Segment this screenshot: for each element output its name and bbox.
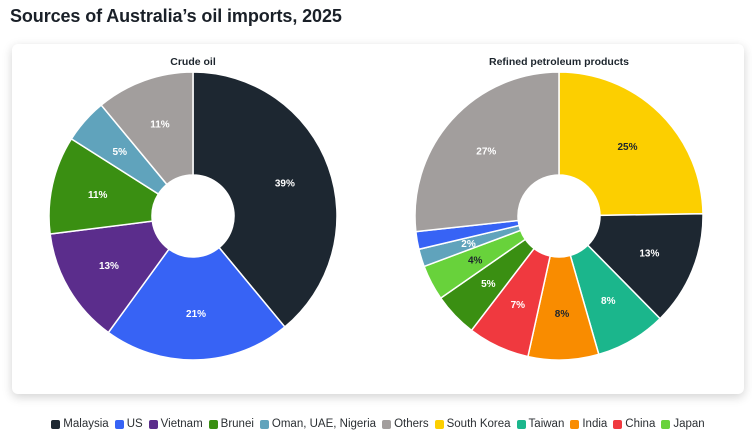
legend-label: South Korea bbox=[446, 418, 511, 430]
slice-label-south-korea: 25% bbox=[618, 142, 638, 153]
legend-item-china: China bbox=[613, 418, 655, 430]
slice-label-malaysia: 39% bbox=[275, 178, 295, 189]
slice-label-us: 21% bbox=[186, 309, 206, 320]
chart-title: Crude oil bbox=[170, 56, 216, 68]
legend-label: Taiwan bbox=[528, 418, 565, 430]
legend-swatch bbox=[382, 419, 392, 429]
slice-malaysia bbox=[586, 212, 704, 320]
slice-south-korea bbox=[558, 71, 704, 217]
legend-item-others: Others bbox=[382, 418, 429, 430]
slice-label-japan: 4% bbox=[468, 255, 483, 266]
slice-label-oman-uae-nigeria: 2% bbox=[461, 239, 476, 250]
legend-label: China bbox=[625, 418, 656, 430]
legend-label: Brunei bbox=[220, 418, 254, 430]
legend-item-vietnam: Vietnam bbox=[148, 418, 203, 430]
legend-item-japan: Japan bbox=[661, 418, 705, 430]
legend-label: Japan bbox=[673, 418, 705, 430]
slice-vietnam bbox=[49, 220, 170, 334]
slice-label-india: 8% bbox=[555, 309, 570, 320]
slice-others bbox=[100, 71, 194, 186]
legend-item-india: India bbox=[570, 418, 607, 430]
donut-chart-refined-petroleum-products: Refined petroleum products 25% 13% 8% 8% 7% 5%… bbox=[414, 56, 704, 361]
legend-label: US bbox=[126, 418, 143, 430]
legend-item-brunei: Brunei bbox=[208, 418, 254, 430]
slice-label-oman-uae-nigeria: 5% bbox=[113, 147, 128, 158]
legend-swatch bbox=[208, 419, 218, 429]
legend-swatch bbox=[259, 419, 269, 429]
legend-item-south-korea: South Korea bbox=[434, 418, 511, 430]
chart-title: Refined petroleum products bbox=[489, 56, 629, 68]
legend-label: Vietnam bbox=[160, 418, 203, 430]
chart-legend: Malaysia US Vietnam Brunei Oman, UAE, Nigeri… bbox=[12, 418, 744, 430]
legend-label: Malaysia bbox=[63, 418, 109, 430]
charts-svg: Crude oil 39% 21% 13% 11% 5% 11% Refined petrol… bbox=[48, 56, 704, 361]
slice-us bbox=[107, 246, 286, 361]
page-title: Sources of Australia’s oil imports, 2025 bbox=[10, 6, 342, 26]
legend-item-us: US bbox=[114, 418, 143, 430]
legend-swatch bbox=[661, 419, 671, 429]
slice-others bbox=[414, 71, 560, 233]
legend-item-malaysia: Malaysia bbox=[51, 418, 109, 430]
slice-label-taiwan: 8% bbox=[601, 296, 616, 307]
slice-label-brunei: 11% bbox=[88, 190, 108, 201]
legend-swatch bbox=[613, 419, 623, 429]
legend-swatch bbox=[434, 419, 444, 429]
legend-swatch bbox=[570, 419, 580, 429]
legend-swatch bbox=[516, 419, 526, 429]
slice-label-others: 27% bbox=[476, 146, 496, 157]
slice-malaysia bbox=[192, 71, 338, 329]
legend-label: India bbox=[582, 418, 608, 430]
legend-item-taiwan: Taiwan bbox=[516, 418, 565, 430]
legend-label: Others bbox=[394, 418, 429, 430]
chart-card: Crude oil 39% 21% 13% 11% 5% 11% Refined petrol… bbox=[12, 44, 744, 430]
legend-swatch bbox=[51, 419, 61, 429]
slice-label-malaysia: 13% bbox=[639, 249, 659, 260]
slice-label-others: 11% bbox=[150, 120, 170, 131]
legend-swatch bbox=[148, 419, 158, 429]
slice-label-brunei: 5% bbox=[481, 279, 496, 290]
donut-chart-crude-oil: Crude oil 39% 21% 13% 11% 5% 11% bbox=[48, 56, 338, 361]
legend-swatch bbox=[114, 419, 124, 429]
legend-item-oman-uae-nigeria: Oman, UAE, Nigeria bbox=[259, 418, 377, 430]
legend-label: Oman, UAE, Nigeria bbox=[271, 418, 377, 430]
slice-label-china: 7% bbox=[511, 300, 526, 311]
slice-label-vietnam: 13% bbox=[99, 261, 119, 272]
